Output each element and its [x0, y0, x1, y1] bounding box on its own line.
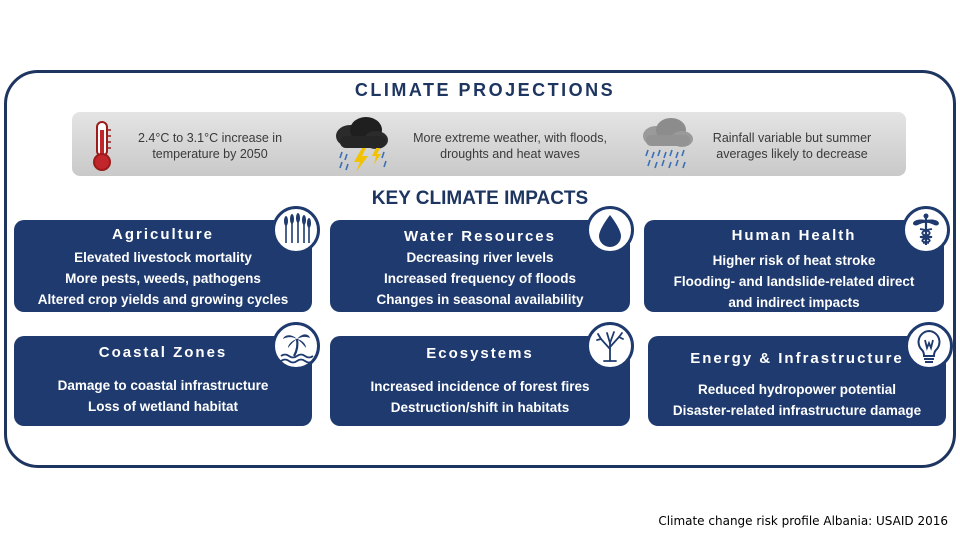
card-title: Coastal Zones: [98, 344, 228, 361]
projections-band: [72, 112, 906, 176]
projection-rainfall: Rainfall variable but summer averages li…: [712, 131, 872, 161]
water-drop-icon: [586, 206, 634, 254]
projections-title: CLIMATE PROJECTIONS: [354, 80, 616, 100]
rain-cloud-icon: [636, 114, 696, 179]
impact-card-coastal-zones: Coastal Zones Damage to coastal infrastr…: [14, 336, 312, 426]
projection-temperature: 2.4°C to 3.1°C increase in temperature b…: [137, 131, 283, 161]
card-title: Energy & Infrastructure: [690, 350, 904, 367]
palm-tree-icon: [272, 322, 320, 370]
impacts-title: KEY CLIMATE IMPACTS: [371, 188, 589, 209]
card-lines: Decreasing river levels Increased freque…: [376, 250, 584, 307]
card-lines: Elevated livestock mortality More pests,…: [37, 250, 289, 307]
caduceus-icon: [902, 206, 950, 254]
light-bulb-icon: [905, 322, 953, 370]
card-lines: Higher risk of heat stroke Flooding- and…: [673, 253, 915, 310]
impact-card-ecosystems: Ecosystems Increased incidence of forest…: [330, 336, 630, 426]
card-title: Agriculture: [111, 226, 214, 243]
thermometer-icon: [88, 120, 116, 177]
card-title: Ecosystems: [426, 345, 534, 362]
source-citation: Climate change risk profile Albania: USA…: [658, 514, 948, 528]
card-title: Water Resources: [404, 228, 556, 245]
card-lines: Damage to coastal infrastructure Loss of…: [57, 378, 269, 414]
projection-extreme-weather: More extreme weather, with floods, droug…: [413, 131, 607, 161]
storm-cloud-icon: [328, 114, 392, 179]
card-lines: Reduced hydropower potential Disaster-re…: [672, 382, 922, 418]
impact-card-energy-infrastructure: Energy & Infrastructure Reduced hydropow…: [648, 336, 946, 426]
card-title: Human Health: [731, 227, 857, 244]
tree-icon: [586, 322, 634, 370]
impact-card-human-health: Human Health Higher risk of heat stroke …: [644, 220, 944, 312]
impact-card-water-resources: Water Resources Decreasing river levels …: [330, 220, 630, 312]
card-lines: Increased incidence of forest fires Dest…: [370, 379, 590, 415]
wheat-icon: [272, 206, 320, 254]
impact-card-agriculture: Agriculture Elevated livestock mortality…: [14, 220, 312, 312]
